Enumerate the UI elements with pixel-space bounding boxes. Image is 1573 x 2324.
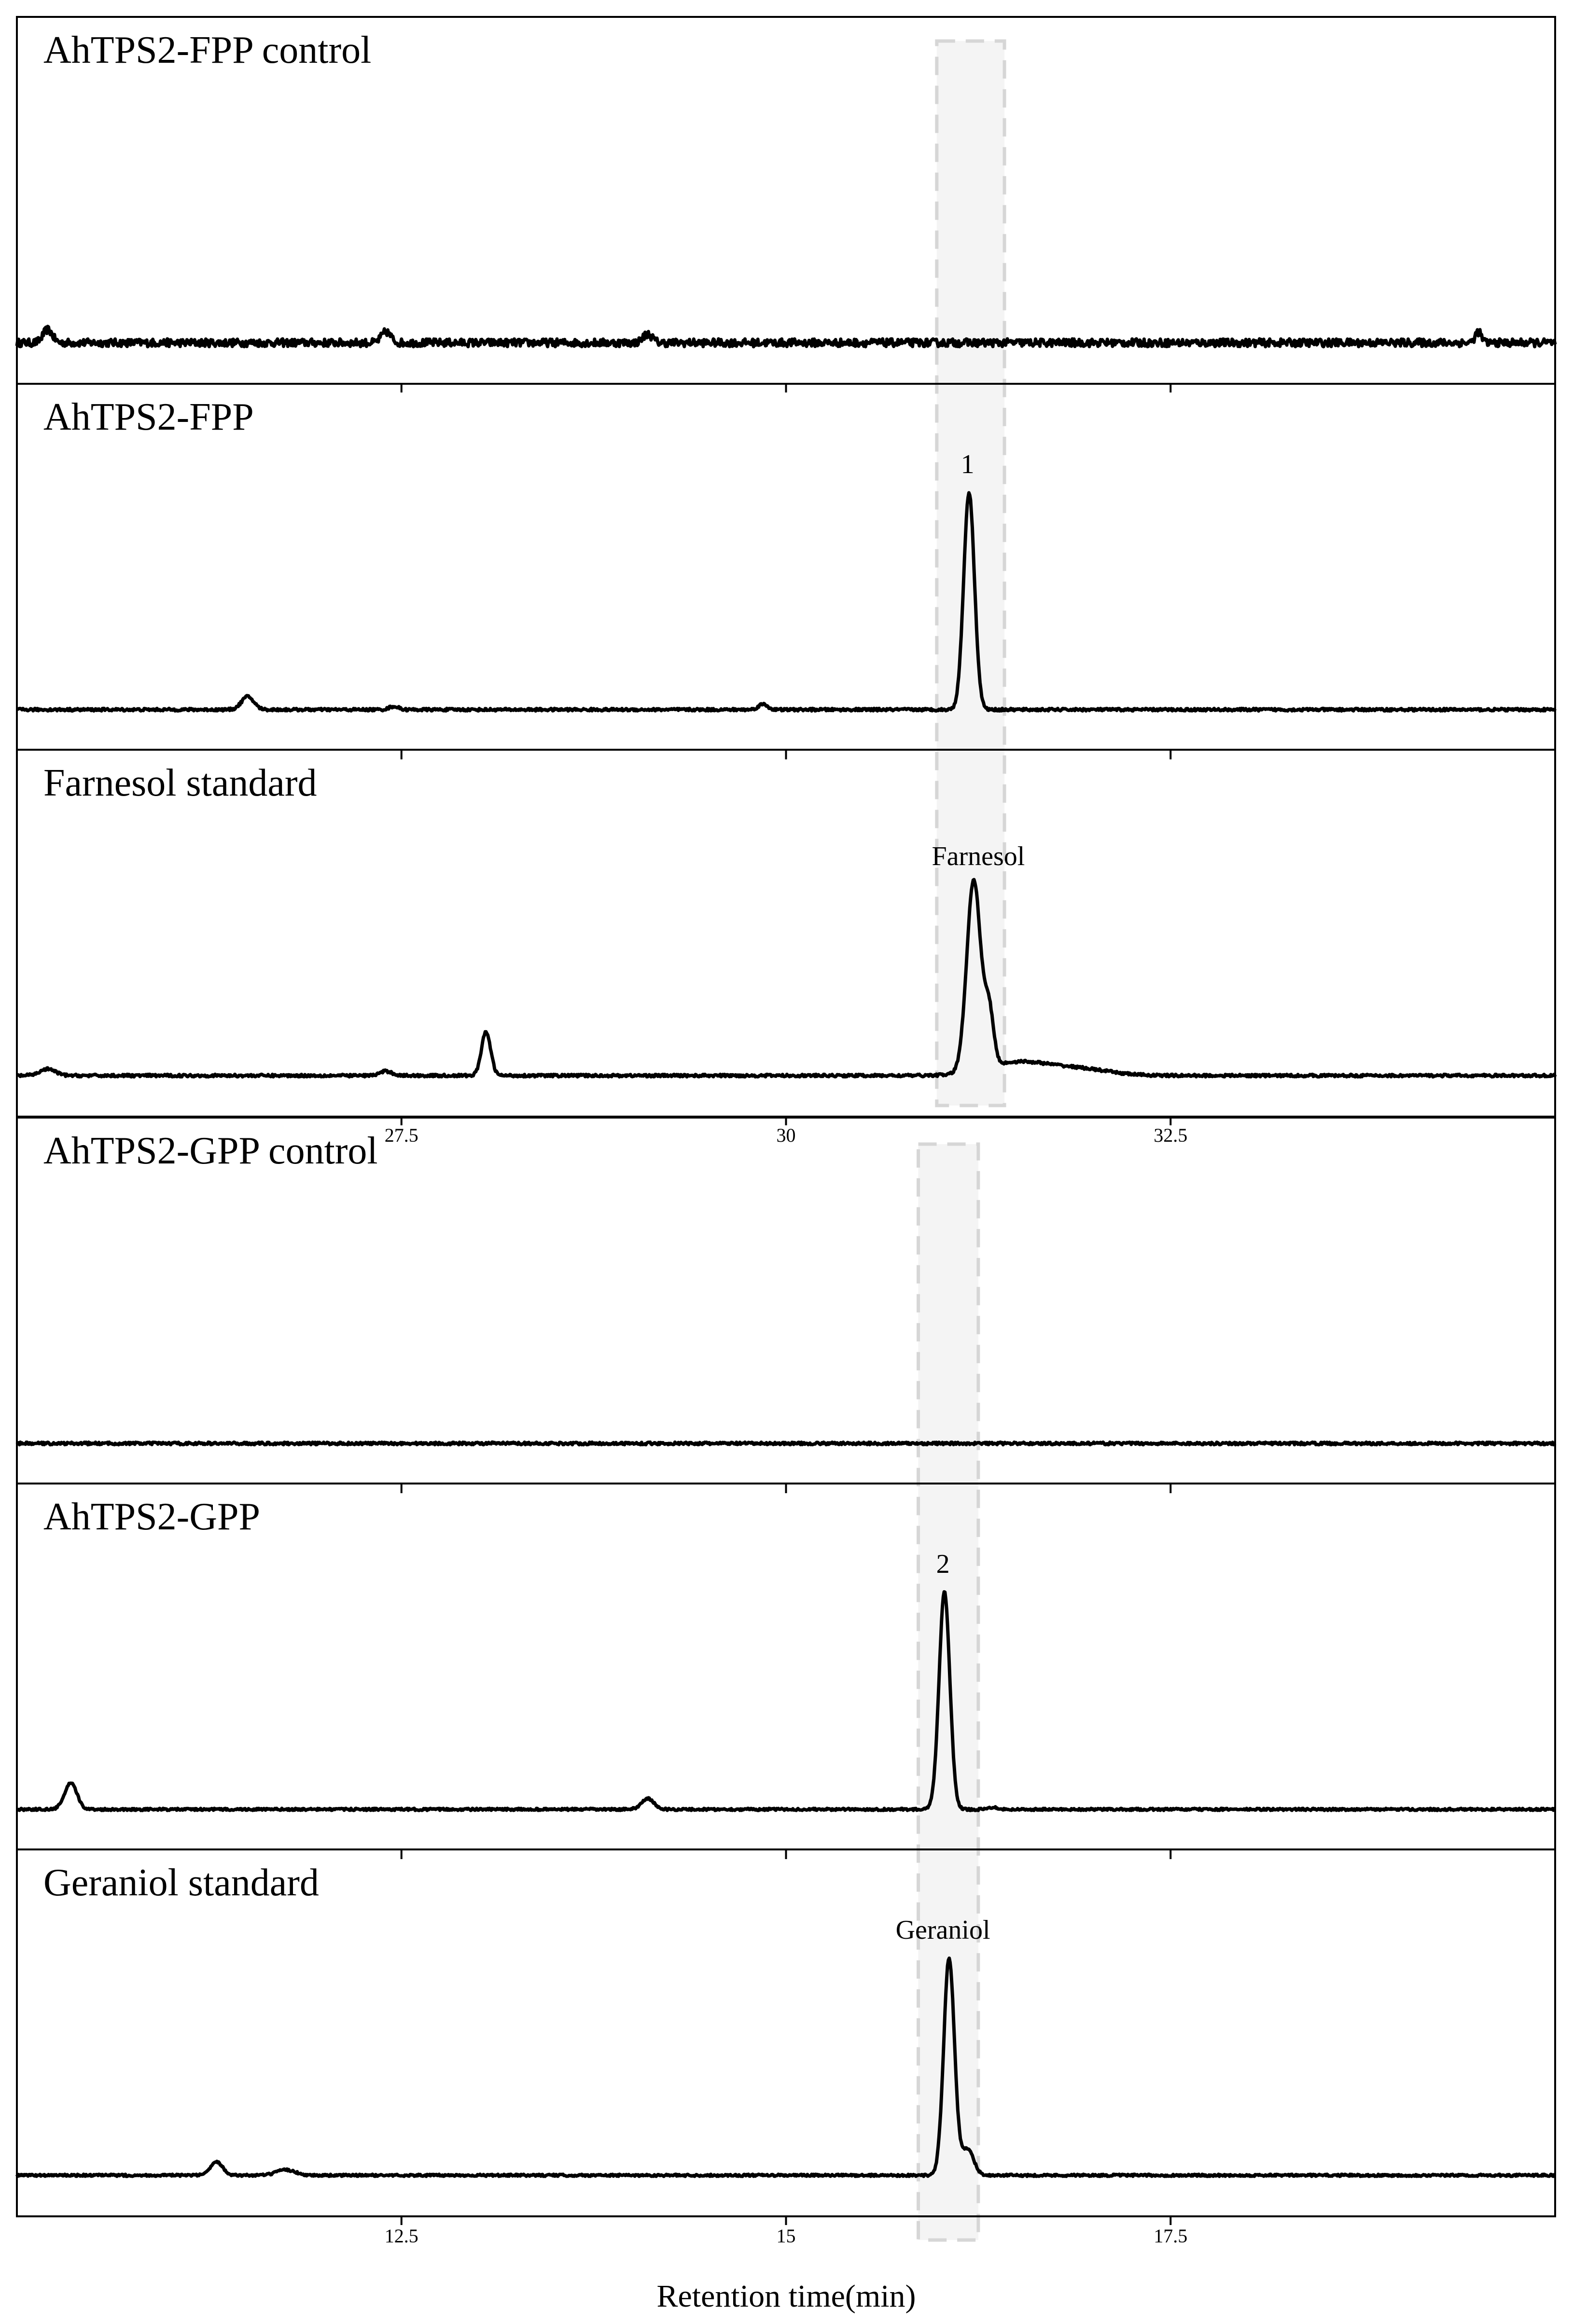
frame-gpp bbox=[16, 1117, 1556, 2217]
trace-5 bbox=[16, 1590, 1556, 1812]
trace-3 bbox=[16, 878, 1557, 1079]
panel-title: AhTPS2-GPP control bbox=[43, 1130, 378, 1172]
x-tick-label: 15 bbox=[777, 2225, 796, 2247]
x-axis-title: Retention time(min) bbox=[656, 2279, 916, 2314]
trace-6 bbox=[15, 1956, 1556, 2178]
frame-fpp bbox=[16, 16, 1556, 1118]
panel-title: AhTPS2-FPP bbox=[43, 396, 254, 438]
x-tick-label: 32.5 bbox=[1154, 1124, 1187, 1146]
peak-label: 1 bbox=[961, 449, 974, 479]
panel-2: AhTPS2-FPP 1 bbox=[15, 396, 1557, 713]
panel-title: Farnesol standard bbox=[43, 762, 317, 804]
trace-1 bbox=[15, 324, 1557, 349]
panel-title: Geraniol standard bbox=[43, 1862, 319, 1904]
x-tick-label: 12.5 bbox=[385, 2225, 418, 2247]
trace-2 bbox=[15, 491, 1557, 713]
panel-4: AhTPS2-GPP control bbox=[15, 1130, 1557, 1447]
highlight-band-gpp bbox=[917, 1142, 980, 2242]
x-tick-label: 17.5 bbox=[1154, 2225, 1187, 2247]
panel-5: AhTPS2-GPP 2 bbox=[16, 1496, 1556, 1812]
peak-label: Farnesol bbox=[932, 841, 1025, 871]
panel-title: AhTPS2-FPP control bbox=[43, 29, 371, 71]
x-tick-label: 30 bbox=[777, 1124, 796, 1146]
panel-1: AhTPS2-FPP control bbox=[15, 29, 1557, 349]
panel-3: Farnesol standard Farnesol bbox=[16, 762, 1557, 1079]
peak-label: Geraniol bbox=[896, 1915, 990, 1945]
highlight-band-fpp bbox=[935, 39, 1006, 1107]
trace-4 bbox=[15, 1440, 1557, 1447]
panel-6: Geraniol standard Geraniol bbox=[15, 1862, 1556, 2178]
panel-title: AhTPS2-GPP bbox=[43, 1496, 260, 1538]
peak-label: 2 bbox=[936, 1549, 950, 1579]
x-tick-label: 27.5 bbox=[385, 1124, 418, 1146]
